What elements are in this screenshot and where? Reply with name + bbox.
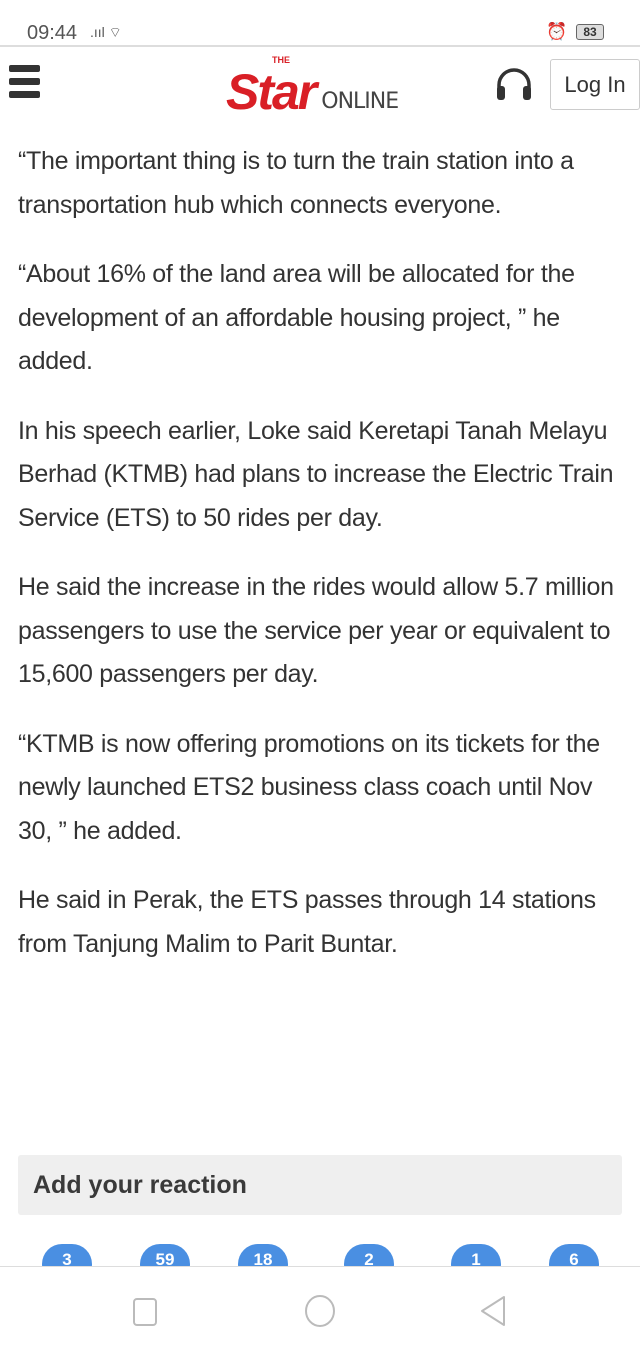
reaction-count-badge[interactable]: 2 xyxy=(344,1244,394,1266)
article-paragraph: He said in Perak, the ETS passes through… xyxy=(18,886,596,958)
article-paragraph: “About 16% of the land area will be allo… xyxy=(18,260,575,375)
reaction-count-badge[interactable]: 59 xyxy=(140,1244,190,1266)
status-time: 09:44 xyxy=(27,22,78,44)
headphones-icon[interactable] xyxy=(495,67,533,101)
login-button[interactable]: Log In xyxy=(550,59,640,110)
reaction-count-badge[interactable]: 1 xyxy=(451,1244,501,1266)
alarm-icon: ⏰ xyxy=(546,22,568,41)
article-paragraph: “The important thing is to turn the trai… xyxy=(18,147,574,219)
recents-square-icon[interactable] xyxy=(132,1297,158,1327)
reaction-count-badge[interactable]: 6 xyxy=(549,1244,599,1266)
article-paragraph: In his speech earlier, Loke said Keretap… xyxy=(18,416,614,532)
android-nav-bar xyxy=(0,1266,640,1351)
home-circle-icon[interactable] xyxy=(303,1293,337,1329)
site-header: THE Star ONLINE Log In xyxy=(0,49,640,119)
status-bar: 09:44 .ııl ⌔ ⏰ 83 xyxy=(0,0,640,47)
signal-wifi-icon: .ııl ⌔ xyxy=(90,24,122,40)
article-paragraph: He said the increase in the rides would … xyxy=(18,573,614,688)
reaction-header: Add your reaction xyxy=(18,1155,622,1215)
reaction-count-badge[interactable]: 3 xyxy=(42,1244,92,1266)
reaction-badges: 3 59 18 2 1 6 xyxy=(0,1244,640,1266)
hamburger-menu-icon[interactable] xyxy=(9,65,40,101)
battery-icon: 83 xyxy=(576,24,604,40)
article-body: “The important thing is to turn the trai… xyxy=(18,140,630,992)
back-triangle-icon[interactable] xyxy=(478,1293,510,1329)
star-online-logo[interactable]: THE Star ONLINE xyxy=(226,55,399,120)
article-paragraph: “KTMB is now offering promotions on its … xyxy=(18,729,600,845)
reaction-count-badge[interactable]: 18 xyxy=(238,1244,288,1266)
